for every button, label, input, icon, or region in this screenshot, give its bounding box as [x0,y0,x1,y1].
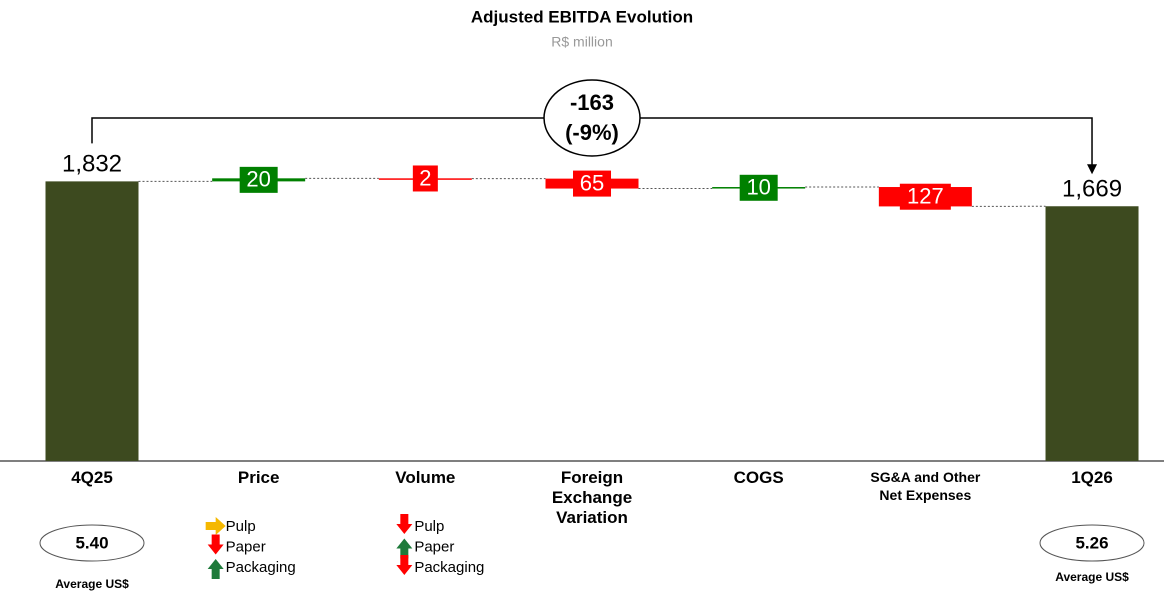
trend-arrow [207,559,224,579]
driver-label: Packaging [414,559,484,576]
fx-caption: Average US$ [55,577,129,591]
fx-rate: 5.40 [75,533,108,552]
trend-arrow [396,538,413,559]
driver-label: Paper [414,538,454,555]
value-label-box [739,174,778,201]
bracket-arrow [1087,164,1098,175]
fx-ellipse [39,524,145,562]
value-label: 2 [419,165,431,190]
category-label: 1Q26 [1071,468,1113,487]
annotation-ellipse [543,79,641,157]
category-label: Volume [395,468,456,487]
fx-ellipse [1039,524,1145,562]
driver-label: Paper [226,538,266,555]
value-label: 20 [246,167,270,192]
value-label: 1,669 [1062,176,1122,203]
fx-caption: Average US$ [1055,570,1129,584]
annotation: -163 [570,90,614,115]
trend-arrow [396,514,413,534]
category-label: 4Q25 [71,468,113,487]
fx-rate: 5.26 [1075,533,1108,552]
category-label: Price [237,468,280,487]
bar [45,181,139,461]
value-label-box [239,166,278,193]
trend-arrow [205,517,226,535]
value-label: 127 [907,184,944,209]
category-label: Foreign Exchange Variation [551,468,633,527]
value-label: 1,832 [62,151,122,178]
trend-arrow [396,555,413,575]
driver-label: Pulp [414,518,444,535]
value-label: 10 [746,175,770,200]
value-label-box [412,165,438,192]
value-label-box [573,170,612,197]
value-label: 65 [580,170,604,195]
value-label-box [899,183,951,210]
category-label: COGS [733,468,784,487]
bar [1045,206,1139,461]
trend-arrow [207,534,224,555]
chart-subtitle: R$ million [551,34,612,50]
chart-title: Adjusted EBITDA Evolution [471,7,693,26]
driver-label: Packaging [226,559,296,576]
category-label: SG&A and Other Net Expenses [870,469,981,503]
annotation: (-9%) [565,120,619,145]
driver-label: Pulp [226,518,256,535]
